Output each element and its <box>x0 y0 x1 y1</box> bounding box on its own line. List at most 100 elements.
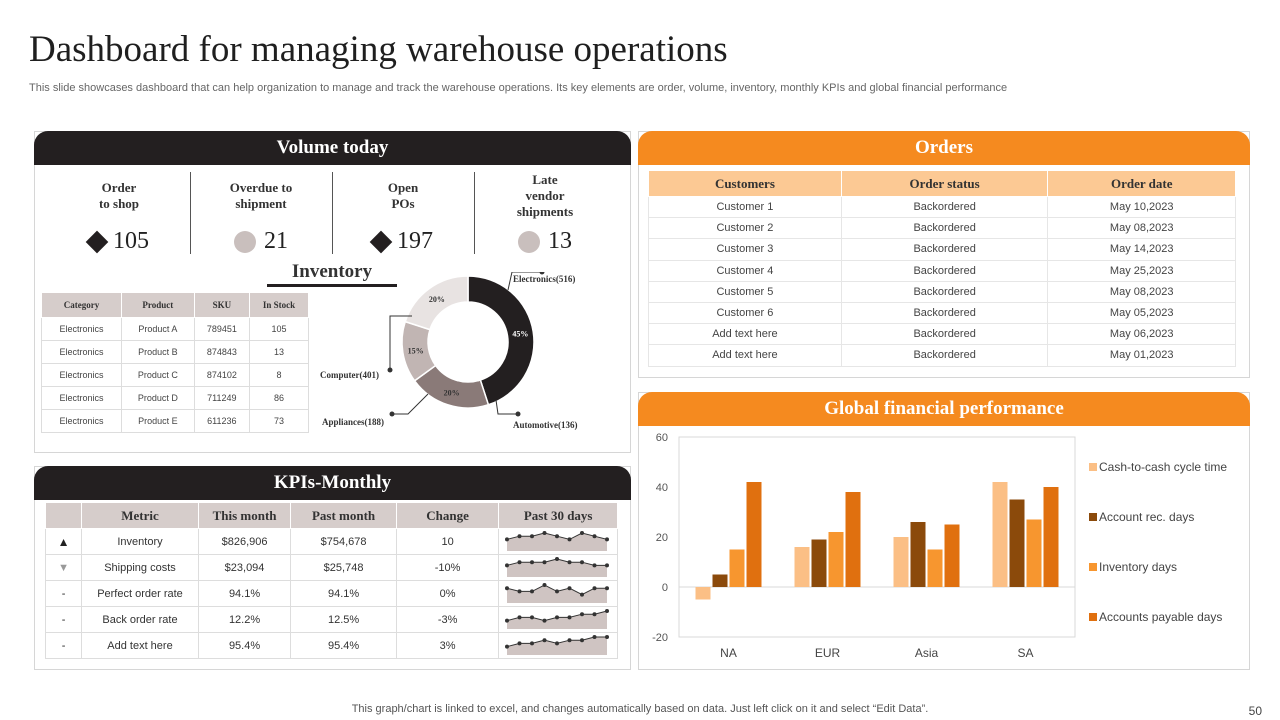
table-cell: Backordered <box>840 259 1049 282</box>
financial-bar-chart: 60 40 20 0 -20 NA EUR Asia SA Cash-to-cash cycle … <box>652 432 1227 660</box>
sparkline-chart <box>505 531 610 551</box>
table-row: Add text here Backordered May 06,2023 <box>648 323 1236 346</box>
sparkline-area <box>507 585 608 603</box>
sparkline-point <box>592 612 597 617</box>
down-arrow-icon: ▼ <box>44 554 83 581</box>
bar-cash-to-cash-cycle-time <box>794 547 810 587</box>
volume-header: Volume today <box>34 131 631 165</box>
diamond-icon <box>85 230 109 253</box>
table-cell: Product B <box>120 340 195 364</box>
dash-icon: - <box>44 580 83 607</box>
table-cell: Product C <box>120 363 195 387</box>
table-row: ▲ Inventory $826,906 $754,678 10 <box>44 528 618 555</box>
table-cell: Electronics <box>41 340 122 364</box>
donut-slice <box>467 275 535 406</box>
legend-swatch <box>1089 563 1097 571</box>
bar-inventory-days <box>1026 519 1042 587</box>
financial-header: Global financial performance <box>638 392 1250 426</box>
table-cell: Electronics <box>41 409 122 433</box>
bar-accounts-payable-days <box>1043 487 1059 587</box>
donut-leader-dot <box>515 411 521 417</box>
orders-column-header: Order date <box>1047 170 1236 197</box>
table-cell: Product D <box>120 386 195 410</box>
volume-item-value: 197 <box>397 228 433 254</box>
sparkline-point <box>580 612 585 617</box>
inventory-table: Category Product SKU In Stock Electronics Pr… <box>41 292 310 433</box>
orders-header: Orders <box>638 131 1250 165</box>
table-row: Customer 3 Backordered May 14,2023 <box>648 238 1236 261</box>
table-cell: May 01,2023 <box>1047 344 1236 367</box>
table-cell: May 08,2023 <box>1047 280 1236 303</box>
table-row: Customer 6 Backordered May 05,2023 <box>648 301 1236 325</box>
kpi-metric: Add text here <box>81 632 199 659</box>
sparkline-point <box>530 560 535 565</box>
table-cell: May 06,2023 <box>1047 323 1236 346</box>
table-cell: 711249 <box>193 386 250 410</box>
donut-label-computer: Computer(401) <box>320 370 379 380</box>
sparkline-point <box>580 638 585 643</box>
donut-leader-line <box>495 399 518 415</box>
sparkline-point <box>555 589 560 594</box>
table-cell: Product E <box>120 409 195 433</box>
kpi-metric: Inventory <box>81 528 199 555</box>
divider <box>190 172 191 254</box>
table-cell: Electronics <box>41 317 122 341</box>
kpi-past-month: $754,678 <box>290 528 397 555</box>
table-cell: May 25,2023 <box>1047 259 1236 282</box>
sparkline-point <box>555 615 560 620</box>
dash-icon: - <box>44 632 83 659</box>
table-row: Electronics Product E 611236 73 <box>41 409 310 433</box>
bar-cash-to-cash-cycle-time <box>992 482 1008 587</box>
table-cell: May 08,2023 <box>1047 217 1236 240</box>
sparkline-point <box>605 586 610 591</box>
legend-label: Accounts payable days <box>1099 610 1222 624</box>
legend-swatch <box>1089 613 1097 621</box>
sparkline-point <box>567 560 572 565</box>
table-row: - Back order rate 12.2% 12.5% -3% <box>44 606 618 633</box>
bar-account-rec-days <box>1009 499 1025 587</box>
bar-cash-to-cash-cycle-time <box>695 587 711 600</box>
table-row: Customer 1 Backordered May 10,2023 <box>648 195 1236 219</box>
table-cell: 874843 <box>193 340 250 364</box>
kpi-this-month: $23,094 <box>197 554 292 581</box>
sparkline-point <box>542 618 547 623</box>
sparkline-cell <box>498 606 618 633</box>
bar-accounts-payable-days <box>944 524 960 587</box>
sparkline-point <box>505 537 510 542</box>
bar-account-rec-days <box>811 539 827 587</box>
bar-accounts-payable-days <box>845 492 861 587</box>
kpi-this-month: 12.2% <box>197 606 292 633</box>
sparkline-point <box>555 534 560 539</box>
sparkline-point <box>592 563 597 568</box>
volume-item-late-vendor: Late vendor shipments 13 <box>475 172 615 255</box>
bar-account-rec-days <box>712 574 728 587</box>
divider <box>332 172 333 254</box>
sparkline-point <box>542 638 547 643</box>
volume-item-order-to-shop: Order to shop 105 <box>49 172 189 255</box>
orders-panel: Orders Customers Order status Order date C… <box>638 131 1250 378</box>
dash-icon: - <box>44 606 83 633</box>
volume-panel: Volume today Order to shop 105 Overdue t… <box>34 131 631 453</box>
table-row: Electronics Product C 874102 8 <box>41 363 310 387</box>
x-tick-label: Asia <box>915 646 939 660</box>
warning-icon: ▲ <box>44 528 83 555</box>
sparkline-point <box>517 534 522 539</box>
sparkline-point <box>505 618 510 623</box>
bar-inventory-days <box>927 549 943 587</box>
x-tick-label: EUR <box>815 646 841 660</box>
bar-inventory-days <box>828 532 844 587</box>
table-cell: 86 <box>248 386 310 410</box>
volume-item-label: Late vendor shipments <box>516 172 574 219</box>
sparkline-point <box>567 537 572 542</box>
sparkline-chart <box>505 609 610 629</box>
donut-percent-label: 45% <box>512 330 528 339</box>
y-tick-label: 0 <box>662 582 668 594</box>
sparkline-point <box>555 557 560 561</box>
table-cell: Customer 6 <box>648 301 842 325</box>
sparkline-point <box>530 641 535 646</box>
donut-leader-line <box>392 393 429 415</box>
kpis-header: KPIs-Monthly <box>34 466 631 500</box>
orders-table: Customers Order status Order date Customer… <box>648 170 1236 367</box>
inventory-column-header: Product <box>120 292 195 318</box>
divider <box>474 172 475 254</box>
